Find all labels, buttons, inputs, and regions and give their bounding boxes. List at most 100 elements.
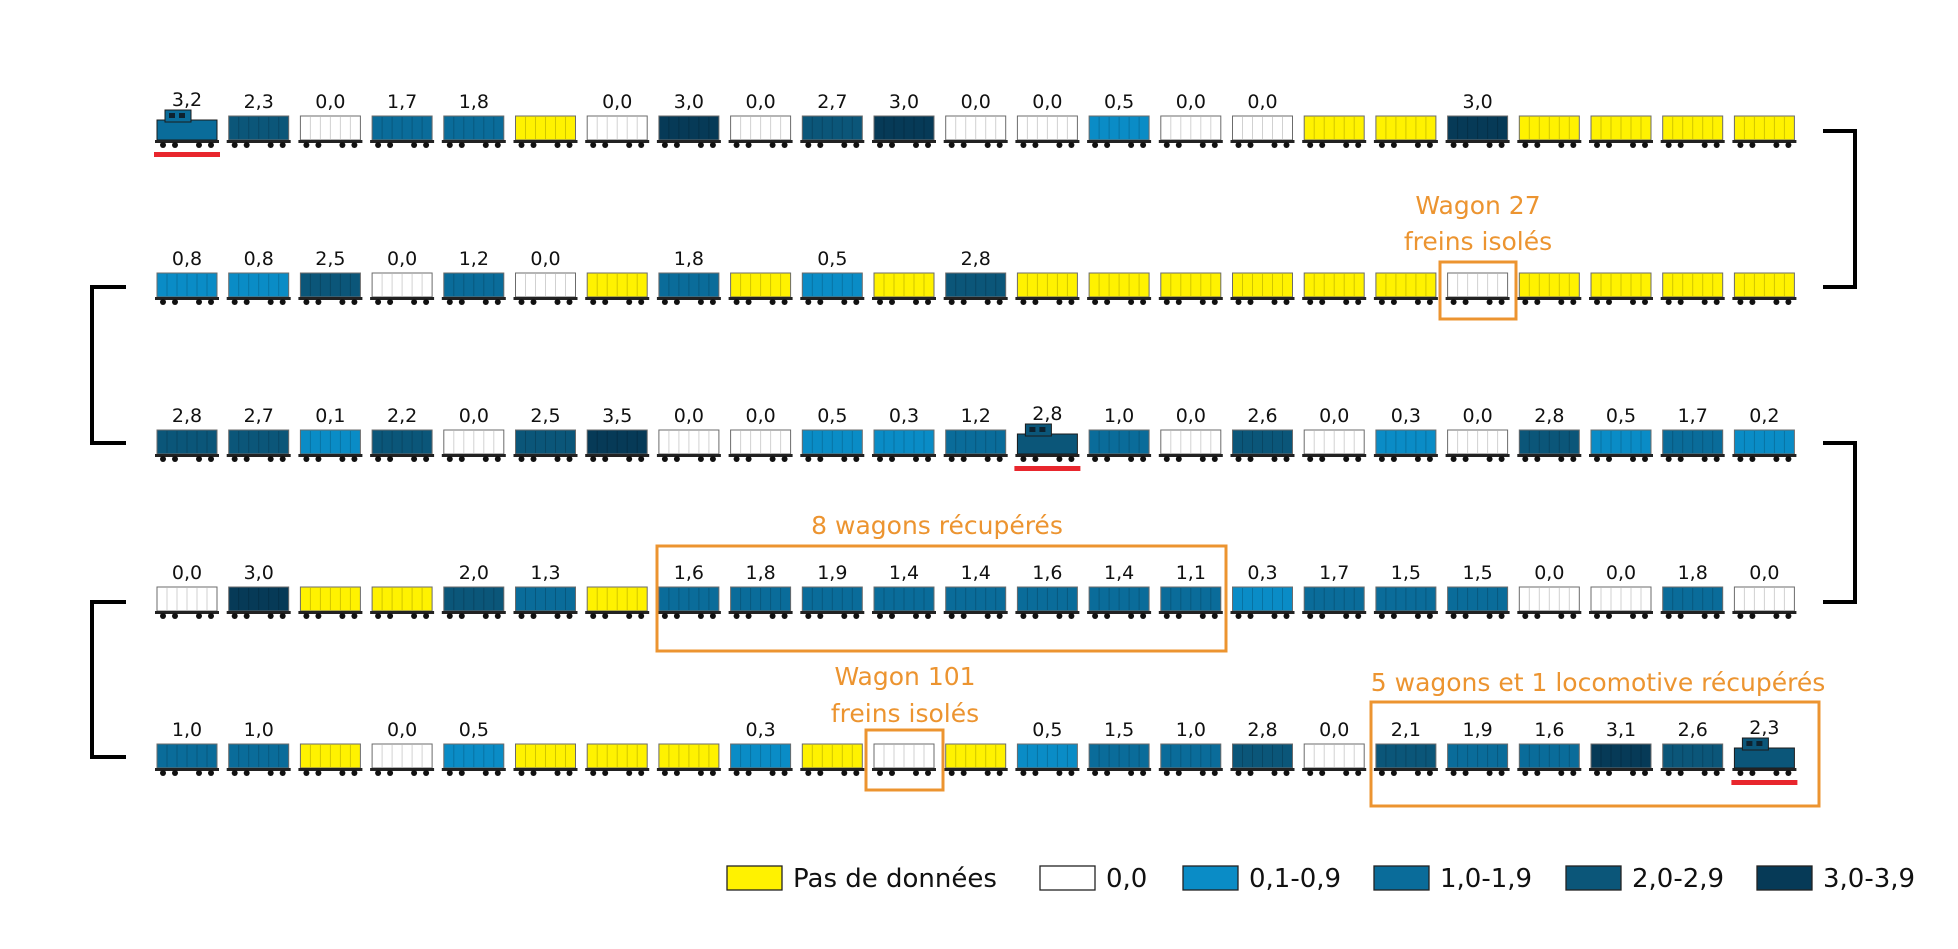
wheel [769,142,776,148]
wheel [1773,299,1780,305]
wheel [208,770,214,776]
wheel [1307,456,1314,462]
wagon [1087,272,1152,305]
car-value-label: 2,8 [172,405,202,427]
wagon-body [801,743,863,769]
wagon-frame [872,140,936,143]
car-value-label: 1,6 [674,562,704,584]
wheel [1749,770,1756,776]
wheel [1163,299,1170,305]
wagon-frame [441,611,506,614]
wagon-frame [585,611,650,614]
car-value-label: 3,1 [1606,719,1636,741]
wheel [1713,456,1720,462]
wagon-body [658,586,720,612]
wagon: 1,0 [1158,719,1223,776]
wheel [351,456,358,462]
wagon-body [801,586,863,612]
wagon-body [586,743,648,769]
wheel [387,142,394,148]
car-value-label: 0,0 [745,91,775,113]
wagon-frame [728,611,793,614]
wheel [1642,613,1648,619]
wheel [805,456,812,462]
wagon: 1,7 [370,91,435,148]
wagon-body [1733,272,1795,298]
legend-item: 0,0 [1039,864,1147,894]
wheel [446,299,453,305]
wheel [661,142,668,148]
wheel [494,613,501,619]
car-value-label: 0,3 [745,719,775,741]
wagon-frame [1373,454,1438,457]
wagon-body [443,272,505,298]
wheel [805,142,812,148]
legend-label: Pas de données [793,864,997,894]
wagon-frame [872,768,936,771]
wagon: 1,1 [1158,562,1223,619]
wheel [375,299,382,305]
locomotive-cab [1024,423,1052,437]
wagon-frame [1589,768,1653,771]
wagon-frame [1230,611,1295,614]
wheel [1378,456,1385,462]
wheel [1163,142,1170,148]
wagon-frame [1015,768,1080,771]
wheel [1749,456,1756,462]
wheel [315,142,322,148]
wheel [1319,299,1326,305]
wagon-frame [1302,454,1367,457]
wheel [805,770,812,776]
wagon-body [801,115,863,141]
wagon: 0,8 [155,248,219,305]
legend-swatch [726,865,783,891]
wagon: 2,2 [370,405,435,462]
car-value-label: 0,0 [172,562,202,584]
wheel [423,456,430,462]
wagon-frame [155,454,219,457]
wagon-frame [728,140,793,143]
wagon-body [1375,586,1437,612]
wagon [1517,115,1582,148]
wagon-frame [1517,140,1582,143]
car-value-label: 2,8 [1247,719,1277,741]
wheel [482,456,489,462]
wheel [697,142,704,148]
wagon-frame [943,611,1008,614]
wheel [925,299,931,305]
wheel [626,456,633,462]
wheel [1307,299,1314,305]
wheel [303,299,310,305]
wheel [841,456,848,462]
wagon: 2,8 [1517,405,1582,462]
wagon-body [1662,429,1724,455]
car-value-label: 0,1 [315,405,345,427]
wheel [243,613,250,619]
wagon [1230,272,1295,305]
wagon-body [1375,115,1437,141]
wagon-frame [656,454,721,457]
wheel [673,456,680,462]
wheel [1104,613,1111,619]
wheel [1522,456,1529,462]
car-value-label: 1,1 [1176,562,1206,584]
wheel [482,613,489,619]
car-value-label: 2,5 [315,248,345,270]
wheel [1247,770,1254,776]
wheel [1068,299,1075,305]
wheel [709,456,716,462]
wheel [231,456,238,462]
legend-item: 0,1-0,9 [1182,864,1341,894]
wheel [1020,613,1027,619]
wheel [1390,299,1397,305]
wagon-frame [1015,454,1080,457]
wagon-frame [441,454,506,457]
connector-left-4-5 [90,600,126,759]
wagon-body [1662,586,1724,612]
wagon: 0,5 [800,248,865,305]
wagon [1660,115,1725,148]
wheel [375,456,382,462]
wheel [339,142,346,148]
wagon-frame [226,768,291,771]
wagon: 2,5 [298,248,363,305]
